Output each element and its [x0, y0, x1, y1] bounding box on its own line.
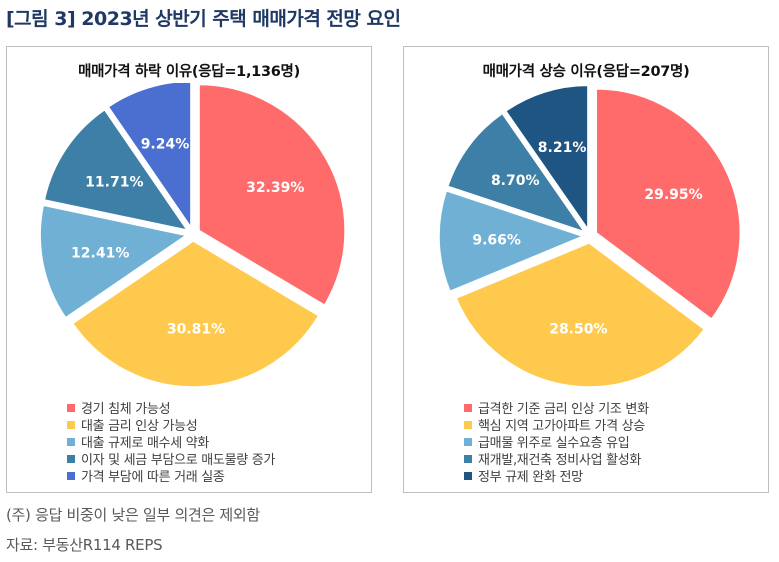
legend-item: 대출 금리 인상 가능성 — [67, 416, 275, 434]
slice-data-label: 30.81% — [167, 322, 225, 338]
legend-item: 재개발,재건축 정비사업 활성화 — [464, 450, 649, 468]
slice-data-label: 8.70% — [491, 173, 540, 189]
legend-item: 정부 규제 완화 전망 — [464, 467, 649, 485]
legend-label: 급격한 기준 금리 인상 기조 변화 — [478, 402, 649, 417]
pie-slice — [198, 83, 346, 307]
legend: 경기 침체 가능성 대출 금리 인상 가능성 대출 규제로 매수세 약화 이자 … — [67, 399, 276, 485]
legend-label: 재개발,재건축 정비사업 활성화 — [478, 453, 642, 468]
legend-item: 경기 침체 가능성 — [67, 399, 275, 417]
legend-swatch — [67, 471, 75, 480]
legend-item: 급격한 기준 금리 인상 기조 변화 — [464, 399, 649, 417]
legend: 급격한 기준 금리 인상 기조 변화 핵심 지역 고가아파트 가격 상승 급매물… — [464, 399, 649, 485]
legend-label: 대출 금리 인상 가능성 — [81, 419, 198, 434]
legend-item: 이자 및 세금 부담으로 매도물량 증가 — [67, 450, 276, 468]
legend-label: 이자 및 세금 부담으로 매도물량 증가 — [81, 453, 276, 468]
legend-item: 핵심 지역 고가아파트 가격 상승 — [464, 416, 649, 434]
legend-swatch — [464, 437, 472, 446]
legend-item: 대출 규제로 매수세 약화 — [67, 433, 275, 451]
slice-data-label: 29.95% — [644, 187, 702, 203]
legend-label: 경기 침체 가능성 — [81, 402, 171, 417]
slice-data-label: 28.50% — [549, 322, 607, 338]
slice-data-label: 12.41% — [71, 245, 129, 261]
legend-label: 급매물 위주로 실수요층 유입 — [478, 436, 630, 451]
slice-data-label: 9.24% — [141, 137, 190, 153]
pie-slice — [595, 88, 741, 321]
legend-swatch — [67, 420, 75, 429]
legend-label: 정부 규제 완화 전망 — [478, 470, 583, 485]
pie-chart-increase: 29.95% 28.50% 9.66% 8.70% 8.21% — [438, 84, 741, 388]
legend-label: 핵심 지역 고가아파트 가격 상승 — [478, 419, 645, 434]
legend-swatch — [464, 403, 472, 412]
footnote: (주) 응답 비중이 낮은 일부 의견은 제외함 — [6, 506, 260, 524]
pie-panel-increase: 매매가격 상승 이유(응답=207명) 29.95% 28.50% 9.66% 8.7… — [403, 46, 769, 493]
legend-swatch — [67, 454, 75, 463]
legend-swatch — [464, 471, 472, 480]
chart-title: 매매가격 상승 이유(응답=207명) — [482, 64, 690, 80]
legend-swatch — [67, 403, 75, 412]
pie-slice — [446, 112, 587, 234]
pie-slice — [71, 240, 320, 388]
source-note: 자료: 부동산R114 REPS — [6, 536, 163, 554]
chart-title: 매매가격 하락 이유(응답=1,136명) — [78, 64, 300, 80]
slice-data-label: 11.71% — [85, 174, 143, 190]
legend-label: 대출 규제로 매수세 약화 — [81, 436, 210, 451]
pie-slice — [438, 189, 586, 293]
legend-label: 가격 부담에 따른 거래 실종 — [81, 470, 225, 485]
legend-swatch — [67, 437, 75, 446]
pie-panel-decline: 매매가격 하락 이유(응답=1,136명) 32.39% 30.81% 12.41%… — [6, 46, 372, 493]
legend-swatch — [464, 420, 472, 429]
slice-data-label: 8.21% — [538, 140, 587, 156]
pie-chart-decline: 32.39% 30.81% 12.41% 11.71% 9.24% — [39, 83, 346, 388]
pie-slice — [455, 242, 706, 388]
figure-title: [그림 3] 2023년 상반기 주택 매매가격 전망 요인 — [6, 8, 401, 30]
legend-item: 급매물 위주로 실수요층 유입 — [464, 433, 649, 451]
pie-slice — [43, 108, 189, 232]
legend-item: 가격 부담에 따른 거래 실종 — [67, 467, 275, 485]
pie-slice — [504, 84, 589, 232]
pie-slice — [39, 204, 189, 319]
slice-data-label: 9.66% — [472, 232, 521, 248]
slice-data-label: 32.39% — [246, 180, 304, 196]
legend-swatch — [464, 454, 472, 463]
pie-slice — [107, 83, 192, 230]
